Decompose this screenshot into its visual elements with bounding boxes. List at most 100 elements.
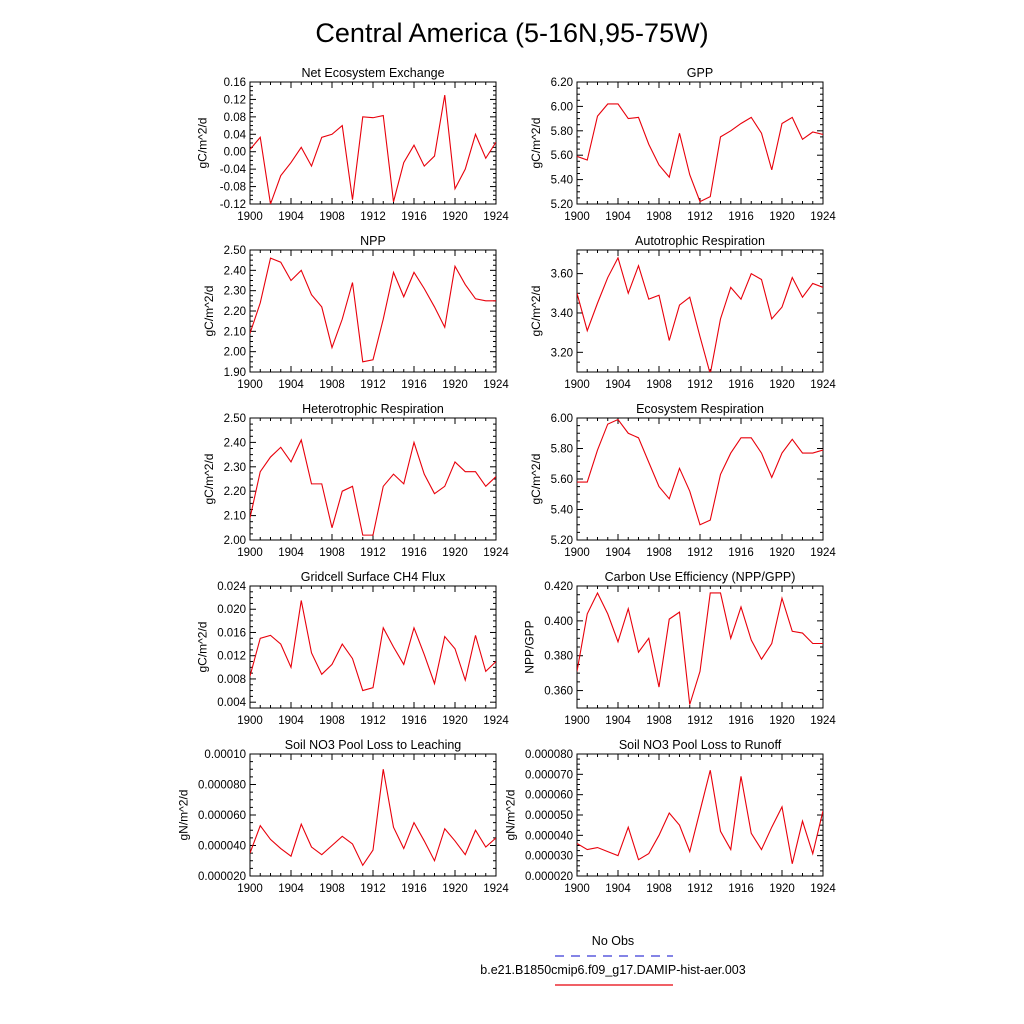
x-tick-label: 1900 (237, 379, 263, 391)
legend: No Obs b.e21.B1850cmip6.f09_g17.DAMIP-hi… (480, 934, 746, 986)
panel-title: Ecosystem Respiration (636, 402, 764, 416)
y-tick-label: 0.000020 (198, 871, 246, 883)
y-axis-label: gC/m^2/d (196, 622, 210, 673)
x-tick-label: 1916 (401, 883, 427, 895)
series-line (577, 591, 823, 705)
y-tick-label: 2.10 (224, 326, 246, 338)
y-tick-label: 2.30 (224, 462, 246, 474)
x-tick-label: 1924 (810, 715, 836, 727)
panel-title: Soil NO3 Pool Loss to Runoff (619, 738, 782, 752)
y-tick-label: 0.00010 (204, 749, 246, 761)
x-tick-label: 1904 (605, 211, 631, 223)
x-tick-label: 1904 (278, 211, 304, 223)
panel-title: Heterotrophic Respiration (302, 402, 444, 416)
y-tick-label: 0.000060 (198, 810, 246, 822)
x-tick-label: 1900 (237, 211, 263, 223)
legend-model-label: b.e21.B1850cmip6.f09_g17.DAMIP-hist-aer.… (480, 963, 745, 977)
y-tick-label: 0.008 (217, 674, 246, 686)
y-tick-label: 3.40 (551, 308, 573, 320)
panel-gridcell-surface-ch4-flux: Gridcell Surface CH4 Flux 1900 1904 1908 191… (196, 570, 510, 727)
y-tick-label: 0.420 (544, 581, 573, 593)
x-tick-label: 1920 (442, 715, 468, 727)
x-tick-label: 1912 (687, 379, 713, 391)
x-tick-label: 1900 (564, 379, 590, 391)
y-tick-label: 0.400 (544, 616, 573, 628)
x-tick-label: 1900 (237, 547, 263, 559)
x-tick-label: 1912 (360, 883, 386, 895)
panel-soil-no3-pool-loss-to-leaching: Soil NO3 Pool Loss to Leaching 1900 1904 19… (177, 738, 510, 895)
panel-title: Autotrophic Respiration (635, 234, 765, 248)
x-tick-label: 1924 (483, 379, 509, 391)
y-tick-label: 0.000070 (525, 769, 573, 781)
series-line (577, 103, 823, 203)
x-tick-label: 1912 (360, 715, 386, 727)
y-tick-label: 1.90 (224, 367, 246, 379)
y-tick-label: 0.000040 (525, 830, 573, 842)
y-tick-label: 2.30 (224, 286, 246, 298)
x-tick-label: 1912 (687, 547, 713, 559)
panel-title: NPP (360, 234, 386, 248)
y-tick-label: 5.20 (551, 199, 573, 211)
x-tick-label: 1916 (401, 547, 427, 559)
x-tick-label: 1904 (605, 883, 631, 895)
panel-title: Soil NO3 Pool Loss to Leaching (285, 738, 462, 752)
y-tick-label: 0.024 (217, 581, 246, 593)
series-line (577, 418, 823, 526)
y-axis-label: gC/m^2/d (202, 286, 216, 337)
y-tick-label: 3.20 (551, 347, 573, 359)
plot-frame (576, 417, 824, 541)
series-line (577, 256, 823, 372)
plot-frame (249, 585, 497, 709)
y-tick-label: 0.380 (544, 651, 573, 663)
y-tick-label: 2.20 (224, 486, 246, 498)
y-axis-label: gC/m^2/d (529, 118, 543, 169)
y-tick-label: 2.00 (224, 347, 246, 359)
y-tick-label: 0.020 (217, 604, 246, 616)
y-axis-label: gN/m^2/d (504, 790, 518, 841)
x-tick-label: 1920 (442, 547, 468, 559)
x-tick-label: 1904 (278, 547, 304, 559)
x-tick-label: 1900 (564, 547, 590, 559)
x-tick-label: 1920 (442, 883, 468, 895)
series-line (250, 600, 496, 692)
plot-frame (249, 81, 497, 205)
y-tick-label: 5.80 (551, 126, 573, 138)
y-tick-label: -0.12 (220, 199, 246, 211)
series-line (577, 770, 823, 864)
y-tick-label: 2.50 (224, 245, 246, 257)
plot-frame (576, 585, 824, 709)
panel-net-ecosystem-exchange: Net Ecosystem Exchange 1900 1904 1908 1912 19… (196, 66, 510, 223)
y-tick-label: 0.12 (224, 94, 246, 106)
x-tick-label: 1916 (728, 883, 754, 895)
x-tick-label: 1920 (769, 547, 795, 559)
x-tick-label: 1904 (605, 715, 631, 727)
y-tick-label: 0.000030 (525, 851, 573, 863)
x-tick-label: 1912 (360, 547, 386, 559)
x-tick-label: 1916 (401, 379, 427, 391)
y-tick-label: 5.40 (551, 175, 573, 187)
x-tick-label: 1904 (278, 379, 304, 391)
x-tick-label: 1924 (483, 547, 509, 559)
panel-npp: NPP 1900 1904 1908 1912 1916 1920 1924 1.90 2.00 2… (202, 234, 510, 391)
y-tick-label: 0.012 (217, 651, 246, 663)
x-tick-label: 1908 (646, 547, 672, 559)
y-tick-label: 0.000060 (525, 790, 573, 802)
x-tick-label: 1908 (319, 211, 345, 223)
x-tick-label: 1924 (810, 211, 836, 223)
main-title: Central America (5-16N,95-75W) (315, 18, 708, 48)
x-tick-label: 1916 (728, 211, 754, 223)
y-tick-label: 2.10 (224, 511, 246, 523)
y-axis-label: gC/m^2/d (529, 454, 543, 505)
panel-title: Gridcell Surface CH4 Flux (301, 570, 446, 584)
series-line (250, 769, 496, 867)
x-tick-label: 1924 (810, 883, 836, 895)
x-tick-label: 1904 (278, 883, 304, 895)
y-tick-label: 0.000040 (198, 841, 246, 853)
panel-ecosystem-respiration: Ecosystem Respiration 1900 1904 1908 1912 191… (529, 402, 837, 559)
y-tick-label: 0.08 (224, 112, 246, 124)
plot-frame (576, 249, 824, 373)
x-tick-label: 1900 (564, 715, 590, 727)
x-tick-label: 1916 (401, 715, 427, 727)
panels-container: Net Ecosystem Exchange 1900 1904 1908 1912 19… (177, 66, 837, 895)
x-tick-label: 1916 (728, 547, 754, 559)
